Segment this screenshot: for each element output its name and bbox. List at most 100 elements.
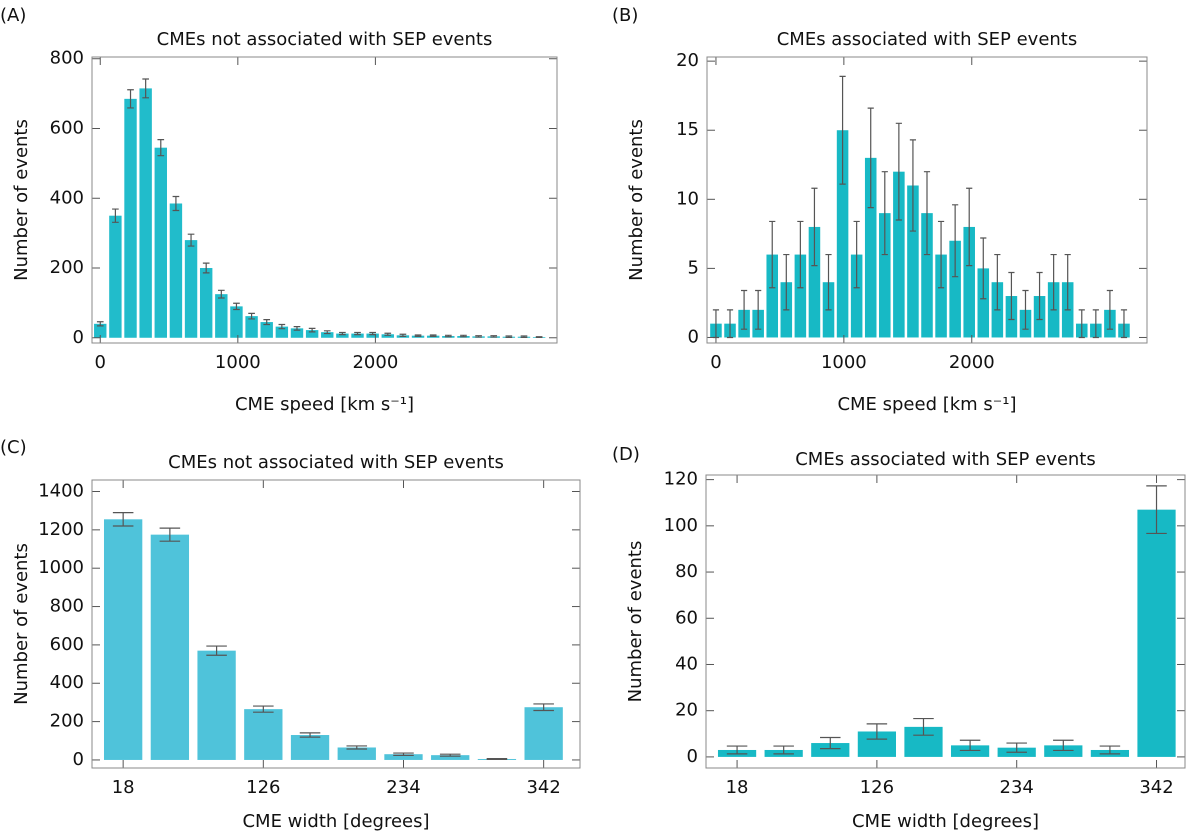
y-tick-label: 200 xyxy=(50,257,84,278)
error-bar xyxy=(1078,309,1085,339)
error-bar xyxy=(520,335,528,339)
panel-label: (D) xyxy=(612,444,640,465)
y-tick-label: 15 xyxy=(676,119,699,140)
x-tick-label: 18 xyxy=(726,777,749,798)
error-bar xyxy=(881,171,888,256)
x-tick-label: 342 xyxy=(526,777,560,798)
error-bar xyxy=(1036,271,1043,321)
y-tick-label: 800 xyxy=(50,596,84,617)
bar xyxy=(290,328,304,338)
bar xyxy=(935,254,947,338)
bar xyxy=(977,268,990,338)
bar xyxy=(215,294,228,338)
error-bar xyxy=(399,333,407,337)
y-tick-label: 400 xyxy=(50,672,84,693)
error-bar xyxy=(773,745,794,755)
chart-title: CMEs not associated with SEP events xyxy=(168,452,504,473)
error-bar xyxy=(980,237,987,300)
error-bar xyxy=(206,645,227,656)
bar xyxy=(950,745,990,757)
error-bar xyxy=(112,208,119,223)
error-bar xyxy=(1050,253,1057,311)
error-bar xyxy=(233,302,240,311)
x-tick-label: 18 xyxy=(112,777,135,798)
y-tick-label: 400 xyxy=(50,187,84,208)
y-tick-label: 120 xyxy=(664,469,698,490)
x-tick-label: 0 xyxy=(710,352,721,373)
y-tick-label: 600 xyxy=(50,118,84,139)
error-bar xyxy=(909,139,917,232)
y-tick-label: 0 xyxy=(688,326,699,347)
error-bar xyxy=(726,745,748,755)
y-tick-label: 0 xyxy=(73,749,84,770)
error-bar xyxy=(460,334,467,338)
error-bar xyxy=(853,220,860,289)
error-bar xyxy=(308,327,316,333)
bar xyxy=(154,147,167,338)
error-bar xyxy=(187,233,195,247)
panel-label: (A) xyxy=(0,5,26,26)
error-bar xyxy=(1099,745,1121,755)
y-tick-label: 0 xyxy=(73,327,84,348)
y-axis-label: Number of events xyxy=(626,119,647,281)
plot-frame xyxy=(705,474,1186,769)
y-tick-label: 20 xyxy=(675,700,698,721)
error-bar xyxy=(339,331,346,336)
error-bar xyxy=(783,253,790,311)
error-bar xyxy=(96,321,104,327)
error-bar xyxy=(959,739,981,752)
error-bar xyxy=(867,107,874,209)
error-bar xyxy=(157,139,165,157)
error-bar xyxy=(937,220,945,289)
x-tick-label: 2000 xyxy=(352,352,398,373)
bar xyxy=(879,213,891,338)
bar xyxy=(384,754,423,760)
error-bar xyxy=(369,331,376,336)
error-bar xyxy=(839,75,846,185)
plot-frame xyxy=(91,479,581,769)
bar xyxy=(794,254,807,338)
error-bar xyxy=(293,326,301,331)
error-bar xyxy=(533,703,554,712)
bar xyxy=(109,215,122,338)
bar xyxy=(893,171,905,338)
bar xyxy=(864,157,877,338)
bar xyxy=(336,333,349,338)
error-bar xyxy=(505,335,513,339)
chart-title: CMEs associated with SEP events xyxy=(795,449,1096,470)
bar xyxy=(230,306,243,338)
bar xyxy=(381,334,394,338)
error-bar xyxy=(159,527,181,542)
error-bar xyxy=(475,335,482,338)
error-bar xyxy=(755,289,762,330)
plot-frame xyxy=(91,56,558,344)
x-tick-label: 342 xyxy=(1139,777,1173,798)
error-bar xyxy=(444,334,452,338)
y-tick-label: 1400 xyxy=(38,481,84,502)
bar xyxy=(244,709,283,760)
error-bar xyxy=(952,204,959,278)
error-bar xyxy=(127,89,134,109)
x-tick-label: 126 xyxy=(246,777,280,798)
bar xyxy=(963,226,975,338)
y-axis-label: Number of events xyxy=(11,543,32,705)
y-tick-label: 100 xyxy=(664,515,698,536)
bar xyxy=(921,213,933,338)
x-tick-label: 234 xyxy=(386,777,420,798)
error-bar xyxy=(726,309,734,339)
x-tick-label: 2000 xyxy=(949,352,995,373)
x-axis-label: CME speed [km s⁻¹] xyxy=(235,394,414,415)
error-bar xyxy=(486,758,508,760)
bar xyxy=(1044,745,1083,757)
y-tick-label: 200 xyxy=(50,711,84,732)
error-bar xyxy=(202,262,210,274)
bar xyxy=(245,316,258,338)
x-tick-label: 234 xyxy=(1000,777,1034,798)
bar xyxy=(949,240,961,338)
error-bar xyxy=(429,334,437,337)
error-bar xyxy=(866,723,888,740)
error-bar xyxy=(112,511,134,527)
bar xyxy=(850,254,863,338)
y-tick-label: 60 xyxy=(675,607,698,628)
bar xyxy=(124,98,137,338)
